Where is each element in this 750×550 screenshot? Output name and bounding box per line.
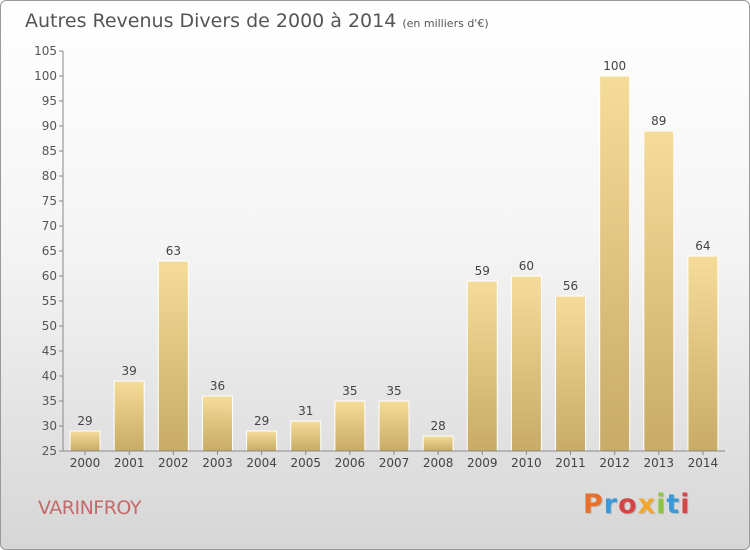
commune-name: VARINFROY bbox=[38, 497, 141, 519]
y-tick-label: 85 bbox=[42, 144, 57, 158]
x-tick-label: 2006 bbox=[335, 456, 366, 470]
y-tick-label: 105 bbox=[34, 44, 57, 58]
x-tick-label: 2010 bbox=[511, 456, 542, 470]
x-tick-label: 2013 bbox=[644, 456, 675, 470]
brand-letter: x bbox=[637, 489, 657, 520]
brand-letter: r bbox=[603, 489, 619, 520]
bar-value-label: 31 bbox=[298, 404, 313, 418]
chart-subtitle: (en milliers d'€) bbox=[402, 17, 489, 30]
bar-value-label: 60 bbox=[519, 259, 534, 273]
brand-letter: t bbox=[666, 489, 681, 520]
x-tick-label: 2008 bbox=[423, 456, 454, 470]
bar-2004 bbox=[246, 430, 278, 452]
bar-2003 bbox=[201, 395, 233, 452]
bar-2008 bbox=[422, 435, 454, 452]
y-tick-label: 100 bbox=[34, 69, 57, 83]
x-tick-label: 2000 bbox=[70, 456, 101, 470]
brand-letter: i bbox=[656, 489, 667, 520]
bar-value-label: 29 bbox=[254, 414, 269, 428]
bar-value-label: 64 bbox=[695, 239, 710, 253]
bar-2012 bbox=[599, 75, 631, 452]
y-tick-label: 25 bbox=[42, 444, 57, 458]
bar-value-label: 35 bbox=[386, 384, 401, 398]
bar-value-label: 100 bbox=[603, 59, 626, 73]
x-tick-label: 2005 bbox=[290, 456, 321, 470]
y-tick-label: 45 bbox=[42, 344, 57, 358]
x-tick-label: 2003 bbox=[202, 456, 233, 470]
bar-value-label: 89 bbox=[651, 114, 666, 128]
bar-value-label: 63 bbox=[166, 244, 181, 258]
x-tick-label: 2012 bbox=[599, 456, 630, 470]
bar-2007 bbox=[378, 400, 410, 452]
x-tick-label: 2011 bbox=[555, 456, 586, 470]
y-tick-label: 80 bbox=[42, 169, 57, 183]
y-tick-label: 65 bbox=[42, 244, 57, 258]
bar-2002 bbox=[157, 260, 189, 452]
bars-group: 29 39 63 36 29 31 35 35 28 59 60 56 100 89 64 bbox=[69, 59, 719, 452]
y-tick-label: 70 bbox=[42, 219, 57, 233]
bar-2009 bbox=[466, 280, 498, 452]
bar-2014 bbox=[687, 255, 719, 452]
bar-value-label: 56 bbox=[563, 279, 578, 293]
x-axis: 2000 2001 2002 2003 2004 2005 2006 2007 2008 2009… bbox=[63, 450, 725, 470]
bar-value-label: 36 bbox=[210, 379, 225, 393]
bar-2010 bbox=[510, 275, 542, 452]
brand-logo: Proxiti bbox=[583, 489, 691, 520]
y-tick-label: 90 bbox=[42, 119, 57, 133]
bar-2006 bbox=[334, 400, 366, 452]
bar-value-label: 35 bbox=[342, 384, 357, 398]
bar-2000 bbox=[69, 430, 101, 452]
y-tick-label: 30 bbox=[42, 419, 57, 433]
y-tick-label: 35 bbox=[42, 394, 57, 408]
brand-letter: o bbox=[618, 489, 638, 520]
title-row: Autres Revenus Divers de 2000 à 2014 (en … bbox=[25, 10, 489, 32]
x-tick-label: 2002 bbox=[158, 456, 189, 470]
bar-2013 bbox=[643, 130, 675, 452]
y-tick-label: 95 bbox=[42, 94, 57, 108]
bar-value-label: 28 bbox=[430, 419, 445, 433]
x-tick-label: 2009 bbox=[467, 456, 498, 470]
y-tick-label: 50 bbox=[42, 319, 57, 333]
brand-letter: i bbox=[680, 489, 691, 520]
bar-value-label: 59 bbox=[475, 264, 490, 278]
brand-letter: P bbox=[583, 489, 604, 520]
y-tick-label: 60 bbox=[42, 269, 57, 283]
y-axis: 25 30 35 40 45 50 55 60 65 70 75 80 85 90 95 100 105 bbox=[34, 44, 64, 458]
bar-2011 bbox=[555, 295, 587, 452]
y-tick-label: 55 bbox=[42, 294, 57, 308]
x-tick-label: 2014 bbox=[688, 456, 719, 470]
x-tick-label: 2004 bbox=[246, 456, 277, 470]
bar-2001 bbox=[113, 380, 145, 452]
x-tick-label: 2007 bbox=[379, 456, 410, 470]
y-tick-label: 75 bbox=[42, 194, 57, 208]
bar-value-label: 39 bbox=[122, 364, 137, 378]
x-tick-label: 2001 bbox=[114, 456, 145, 470]
y-tick-label: 40 bbox=[42, 369, 57, 383]
bar-value-label: 29 bbox=[77, 414, 92, 428]
bar-2005 bbox=[290, 420, 322, 452]
chart-title: Autres Revenus Divers de 2000 à 2014 bbox=[25, 10, 397, 32]
